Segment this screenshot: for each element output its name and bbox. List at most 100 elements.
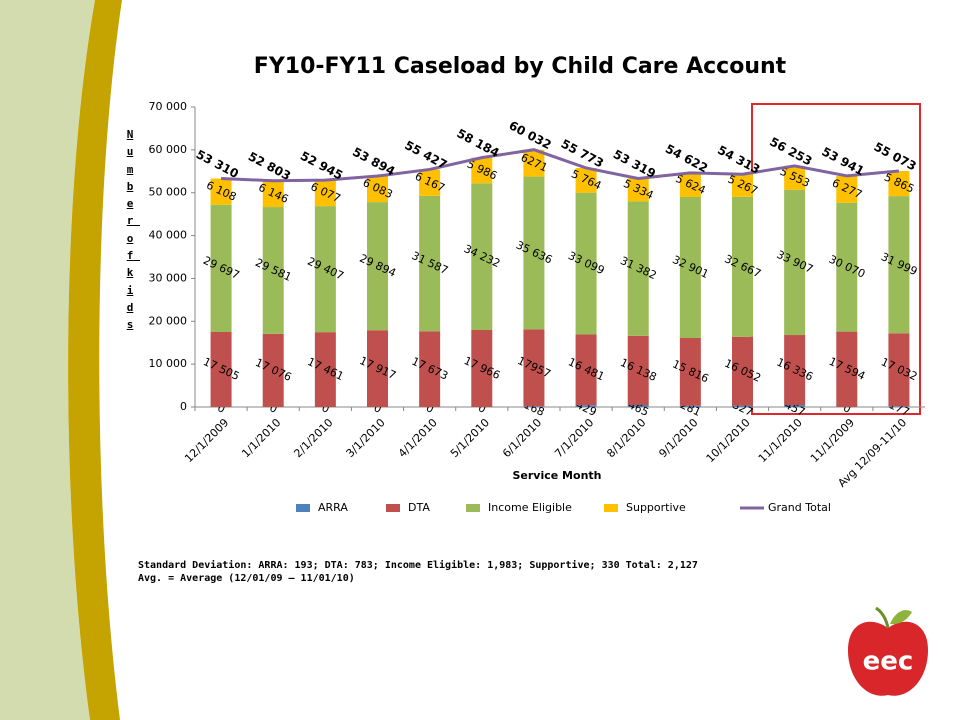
y-axis-title: Number of kids bbox=[126, 128, 140, 332]
bar-segment bbox=[888, 170, 910, 197]
footnote: Avg. = Average (12/01/09 – 11/01/10) bbox=[138, 573, 355, 584]
bar-segment bbox=[627, 201, 649, 336]
bar-segment bbox=[679, 172, 701, 198]
bar-segment bbox=[523, 329, 545, 407]
bar-segment bbox=[367, 176, 388, 203]
total-label: 58 184 bbox=[454, 126, 501, 160]
x-tick-label: 2/1/2010 bbox=[291, 416, 335, 460]
bar-segment bbox=[419, 169, 441, 196]
total-label: 54 313 bbox=[715, 143, 762, 177]
footnote: Standard Deviation: ARRA: 193; DTA: 783;… bbox=[138, 559, 698, 571]
bar-segment bbox=[836, 175, 858, 203]
bar-segment bbox=[210, 204, 232, 332]
logo-apple bbox=[848, 621, 928, 696]
bar-segment bbox=[732, 405, 753, 407]
legend-swatch bbox=[296, 504, 310, 512]
legend-label: ARRA bbox=[318, 501, 348, 514]
bar-segment bbox=[627, 178, 649, 202]
bar-segment bbox=[471, 330, 493, 407]
data-label: 0 bbox=[476, 401, 488, 416]
total-label: 60 032 bbox=[507, 118, 554, 152]
chart: 0 10 000 20 000 30 000 40 000 50 000 60 000 70 … bbox=[149, 100, 925, 514]
bar-segment bbox=[262, 207, 284, 334]
x-tick-label: 11/1/2010 bbox=[756, 416, 805, 465]
data-label: 0 bbox=[372, 401, 384, 416]
bar-segment bbox=[262, 180, 284, 208]
bar-segment bbox=[523, 176, 545, 330]
y-tick-label: 20 000 bbox=[149, 314, 188, 327]
bar-segment bbox=[575, 192, 597, 335]
legend-swatch bbox=[604, 504, 618, 512]
bar-segment bbox=[575, 334, 597, 406]
bar-segment bbox=[262, 333, 284, 407]
bar-segment bbox=[523, 149, 545, 177]
bar-segment bbox=[732, 174, 753, 197]
legend-swatch bbox=[386, 504, 400, 512]
bar-segment bbox=[732, 196, 753, 337]
legend-label: Supportive bbox=[626, 501, 686, 514]
total-line bbox=[221, 148, 900, 183]
x-tick-label: 11/1/2009 bbox=[808, 416, 857, 465]
bar-segment bbox=[784, 165, 806, 190]
total-label: 53 310 bbox=[194, 147, 241, 181]
bar-segment bbox=[836, 331, 858, 407]
x-tick-label: 3/1/2010 bbox=[344, 416, 388, 460]
bar-segment bbox=[523, 406, 545, 407]
legend-label: Grand Total bbox=[768, 501, 831, 514]
logo-text: eec bbox=[863, 647, 914, 677]
y-tick-label: 30 000 bbox=[149, 271, 188, 284]
bar-segment bbox=[836, 202, 858, 332]
bar-segment bbox=[784, 405, 806, 407]
decor-stripe bbox=[68, 0, 122, 720]
bar-segment bbox=[888, 196, 910, 334]
y-tick-label: 40 000 bbox=[149, 229, 188, 242]
bar-segment bbox=[784, 189, 806, 336]
total-label: 53 894 bbox=[350, 145, 397, 179]
bar-segment bbox=[367, 330, 388, 407]
x-tick-label: 9/1/2010 bbox=[656, 416, 700, 460]
data-label: 0 bbox=[215, 401, 227, 416]
bar-segment bbox=[888, 406, 910, 407]
bar-segment bbox=[627, 335, 649, 406]
y-tick-label: 60 000 bbox=[149, 143, 188, 156]
data-label: 0 bbox=[268, 401, 280, 416]
decor-band bbox=[0, 0, 95, 720]
logo: eec bbox=[848, 606, 928, 696]
y-tick-label: 10 000 bbox=[149, 357, 188, 370]
bar-segment bbox=[419, 331, 441, 407]
bar-segment bbox=[732, 336, 753, 406]
bar-segment bbox=[679, 405, 701, 407]
legend-swatch bbox=[466, 504, 480, 512]
bar-segment bbox=[679, 338, 701, 406]
bar-segment bbox=[888, 333, 910, 407]
bar-segment bbox=[210, 178, 232, 205]
x-tick-label: 10/1/2010 bbox=[704, 416, 753, 465]
y-tick-label: 70 000 bbox=[149, 100, 188, 113]
total-label: 54 622 bbox=[663, 142, 710, 176]
logo-leaf bbox=[890, 610, 912, 625]
bar-segment bbox=[314, 180, 336, 207]
bar-segment bbox=[575, 405, 597, 407]
x-tick-label: 8/1/2010 bbox=[604, 416, 648, 460]
bar-segment bbox=[210, 331, 232, 407]
total-label: 52 803 bbox=[246, 149, 293, 183]
bar-segment bbox=[471, 157, 493, 184]
data-label: 0 bbox=[841, 401, 853, 416]
bar-segment bbox=[627, 405, 649, 407]
bar-segment bbox=[471, 183, 493, 331]
total-label: 55 427 bbox=[402, 138, 449, 172]
x-tick-label: 5/1/2010 bbox=[448, 416, 492, 460]
data-label: 0 bbox=[424, 401, 436, 416]
x-axis-title: Service Month bbox=[513, 469, 602, 482]
y-tick-label: 50 000 bbox=[149, 186, 188, 199]
data-label: 0 bbox=[320, 401, 332, 416]
x-tick-label: 6/1/2010 bbox=[500, 416, 544, 460]
bar-segment bbox=[784, 335, 806, 406]
bar-segment bbox=[575, 167, 597, 193]
bar-segment bbox=[314, 206, 336, 333]
logo-stem bbox=[875, 606, 890, 629]
legend-label: Income Eligible bbox=[488, 501, 572, 514]
total-label: 55 073 bbox=[872, 140, 919, 174]
bar-segment bbox=[679, 197, 701, 339]
